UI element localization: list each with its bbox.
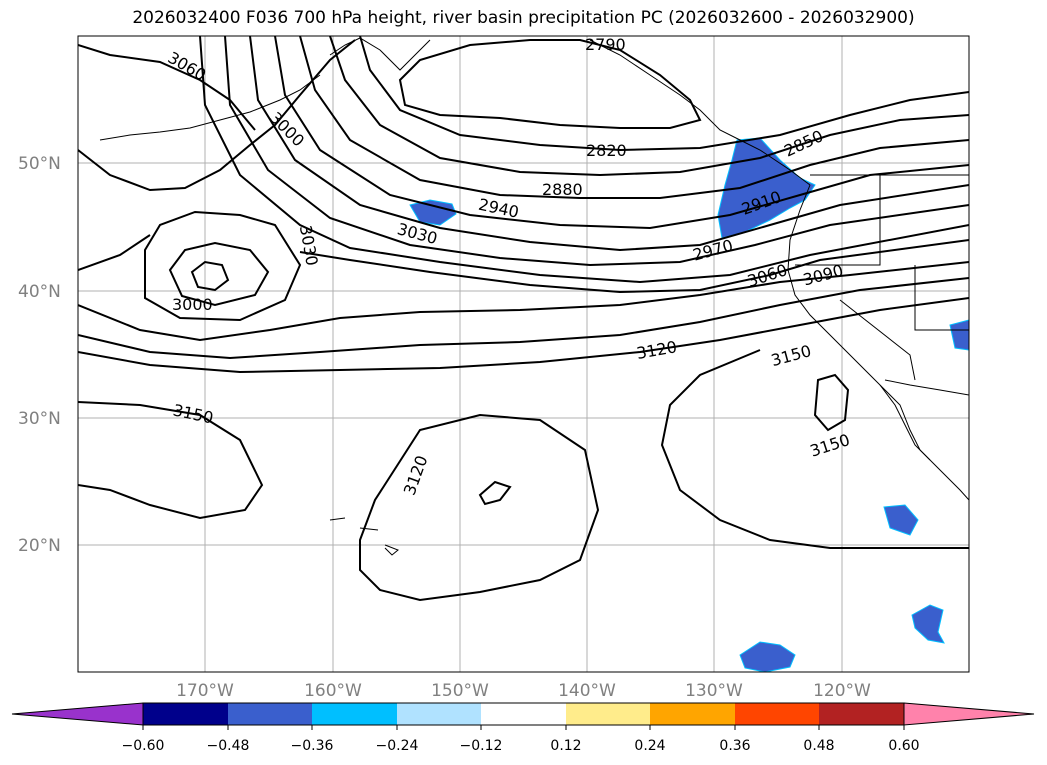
- aleutian-islands: [99, 74, 321, 141]
- contour-3000: [199, 36, 969, 284]
- contour-3060-top: [78, 44, 256, 131]
- contour-3000-ring: [168, 241, 270, 307]
- colorbar: −0.60 −0.48 −0.36 −0.24 −0.12 0.12 0.24 …: [11, 702, 1035, 754]
- hawaii-islands: [329, 517, 399, 556]
- precip-area-mexico-2: [911, 604, 945, 644]
- colorbar-extend-low: [11, 702, 144, 726]
- alaska-coast: [329, 37, 431, 71]
- colorbar-tick-label: 0.48: [803, 738, 834, 754]
- bc-coast: [589, 39, 811, 186]
- colorbar-tick-label: 0.60: [888, 738, 919, 754]
- colorbar-extend-high: [903, 702, 1035, 726]
- colorbar-segment: [819, 703, 904, 725]
- colorbar-segment: [397, 703, 481, 725]
- contour-2910: [274, 36, 969, 230]
- contour-3120: [78, 297, 969, 374]
- contour-2940: [249, 36, 969, 252]
- contour-3150-east: [660, 349, 969, 549]
- lat-label-30n: 30°N: [18, 409, 61, 429]
- lon-label-120w: 120°W: [813, 681, 871, 701]
- colorbar-segment: [735, 703, 819, 725]
- lat-label-50n: 50°N: [18, 154, 61, 174]
- precip-area-south: [739, 641, 796, 672]
- contour-label: 2790: [585, 35, 626, 54]
- mex-border: [884, 379, 969, 396]
- contour-3060: [78, 261, 969, 342]
- lat-label-20n: 20°N: [18, 536, 61, 556]
- state-border-3: [839, 299, 916, 381]
- map-frame: [77, 35, 970, 673]
- colorbar-tick-label: −0.60: [122, 738, 165, 754]
- contour-3090: [78, 277, 969, 360]
- colorbar-tick-label: −0.36: [291, 738, 334, 754]
- precip-area-mexico-1: [883, 504, 919, 536]
- contour-3060-west-loop: [78, 39, 356, 192]
- colorbar-ticks: [142, 725, 905, 730]
- lon-label-130w: 130°W: [685, 681, 743, 701]
- contour-3030: [78, 234, 969, 294]
- coastlines: [99, 37, 969, 556]
- precip-area-southwest: [949, 319, 969, 351]
- contour-2850: [329, 36, 969, 177]
- colorbar-tick-label: 0.36: [719, 738, 750, 754]
- colorbar-segment: [481, 703, 566, 725]
- contour-3120-south: [359, 413, 600, 602]
- contour-2880: [299, 36, 969, 199]
- contour-2970: [224, 36, 969, 267]
- colorbar-segment: [566, 703, 650, 725]
- contour-3150-small: [813, 373, 850, 432]
- lon-label-140w: 140°W: [558, 681, 616, 701]
- contour-2970-low: [190, 260, 230, 292]
- colorbar-tick-label: −0.24: [376, 738, 419, 754]
- colorbar-tick-label: −0.12: [460, 738, 503, 754]
- map-area: [78, 36, 969, 672]
- colorbar-tick-label: 0.12: [550, 738, 581, 754]
- contour-2820: [359, 36, 969, 152]
- contour-3150-tiny: [478, 480, 512, 506]
- lat-label-40n: 40°N: [18, 282, 61, 302]
- contour-label: 3000: [172, 295, 213, 314]
- state-border-2: [795, 175, 881, 266]
- longitude-labels: 170°W 160°W 150°W 140°W 130°W 120°W: [176, 681, 871, 701]
- map-title: 2026032400 F036 700 hPa height, river ba…: [132, 8, 915, 28]
- colorbar-segment: [228, 703, 312, 725]
- contour-label: 2820: [586, 141, 627, 160]
- colorbar-tick-label: −0.48: [207, 738, 250, 754]
- contour-3150-west: [78, 401, 264, 520]
- baja-california: [879, 384, 931, 461]
- colorbar-frame: [142, 702, 905, 726]
- lon-label-170w: 170°W: [176, 681, 234, 701]
- contour-label: 2880: [542, 180, 583, 199]
- lon-label-160w: 160°W: [304, 681, 362, 701]
- colorbar-segment: [312, 703, 397, 725]
- colorbar-segment: [143, 703, 228, 725]
- latitude-labels: 50°N 40°N 30°N 20°N: [18, 154, 61, 556]
- contour-2790: [398, 39, 702, 129]
- state-border-4: [914, 265, 969, 331]
- lon-label-150w: 150°W: [431, 681, 489, 701]
- contour-3030-ring: [144, 210, 302, 322]
- height-contours: [78, 36, 969, 602]
- colorbar-segment: [650, 703, 735, 725]
- colorbar-tick-label: 0.24: [634, 738, 665, 754]
